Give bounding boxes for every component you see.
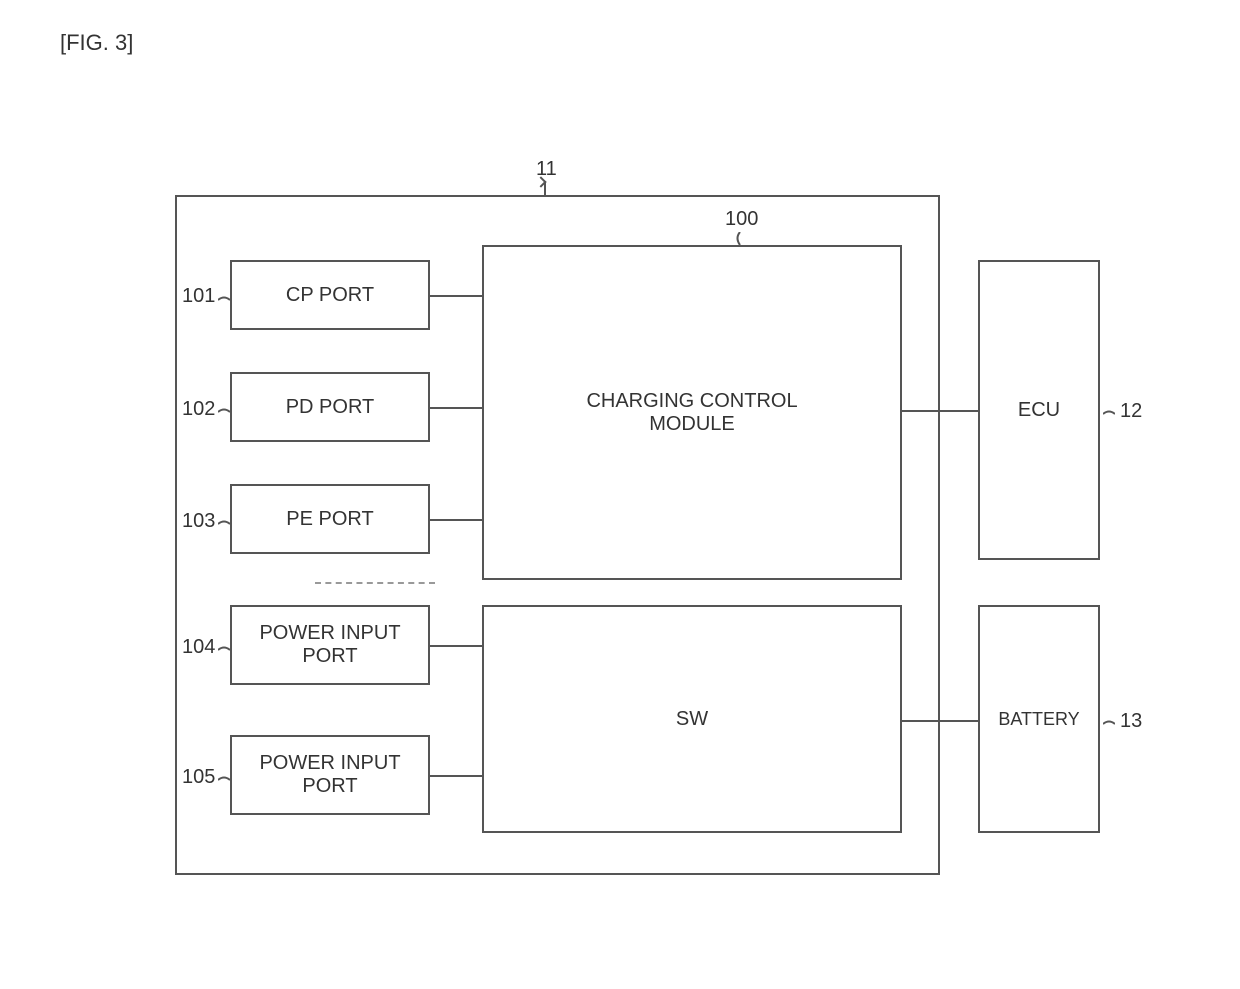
- ref-13: 13: [1120, 710, 1142, 733]
- tick-104: [218, 642, 230, 652]
- ref-105: 105: [182, 766, 215, 789]
- ecu-box: ECU: [978, 260, 1100, 560]
- conn-pw1: [430, 645, 482, 647]
- tick-100: [735, 232, 745, 245]
- power-input-2-box: POWER INPUT PORT: [230, 735, 430, 815]
- tick-102: [218, 404, 230, 414]
- ref-100: 100: [725, 208, 758, 231]
- ref-102: 102: [182, 398, 215, 421]
- tick-105: [218, 772, 230, 782]
- conn-pd: [430, 407, 482, 409]
- pe-port-label: PE PORT: [286, 508, 373, 531]
- pd-port-label: PD PORT: [286, 396, 375, 419]
- conn-battery: [902, 720, 978, 722]
- pe-port-box: PE PORT: [230, 484, 430, 554]
- charging-control-module-label: CHARGING CONTROL MODULE: [586, 390, 797, 436]
- ref-12: 12: [1120, 400, 1142, 423]
- ref-104: 104: [182, 636, 215, 659]
- cp-port-label: CP PORT: [286, 284, 374, 307]
- ref-103: 103: [182, 510, 215, 533]
- power-input-1-label: POWER INPUT PORT: [259, 622, 400, 668]
- battery-label: BATTERY: [998, 709, 1079, 730]
- sw-module-label: SW: [676, 708, 708, 731]
- power-input-1-box: POWER INPUT PORT: [230, 605, 430, 685]
- pd-port-box: PD PORT: [230, 372, 430, 442]
- tick-12: [1103, 406, 1115, 416]
- tick-13: [1103, 716, 1115, 726]
- conn-pe: [430, 519, 482, 521]
- figure-label: [FIG. 3]: [60, 30, 133, 56]
- tick-103: [218, 516, 230, 526]
- conn-ecu: [902, 410, 978, 412]
- cp-port-box: CP PORT: [230, 260, 430, 330]
- tick-101: [218, 292, 230, 302]
- conn-cp: [430, 295, 482, 297]
- battery-box: BATTERY: [978, 605, 1100, 833]
- dash-separator: [315, 582, 435, 584]
- ecu-label: ECU: [1018, 399, 1060, 422]
- sw-module-box: SW: [482, 605, 902, 833]
- ref-101: 101: [182, 285, 215, 308]
- charging-control-module-box: CHARGING CONTROL MODULE: [482, 245, 902, 580]
- conn-pw2: [430, 775, 482, 777]
- power-input-2-label: POWER INPUT PORT: [259, 752, 400, 798]
